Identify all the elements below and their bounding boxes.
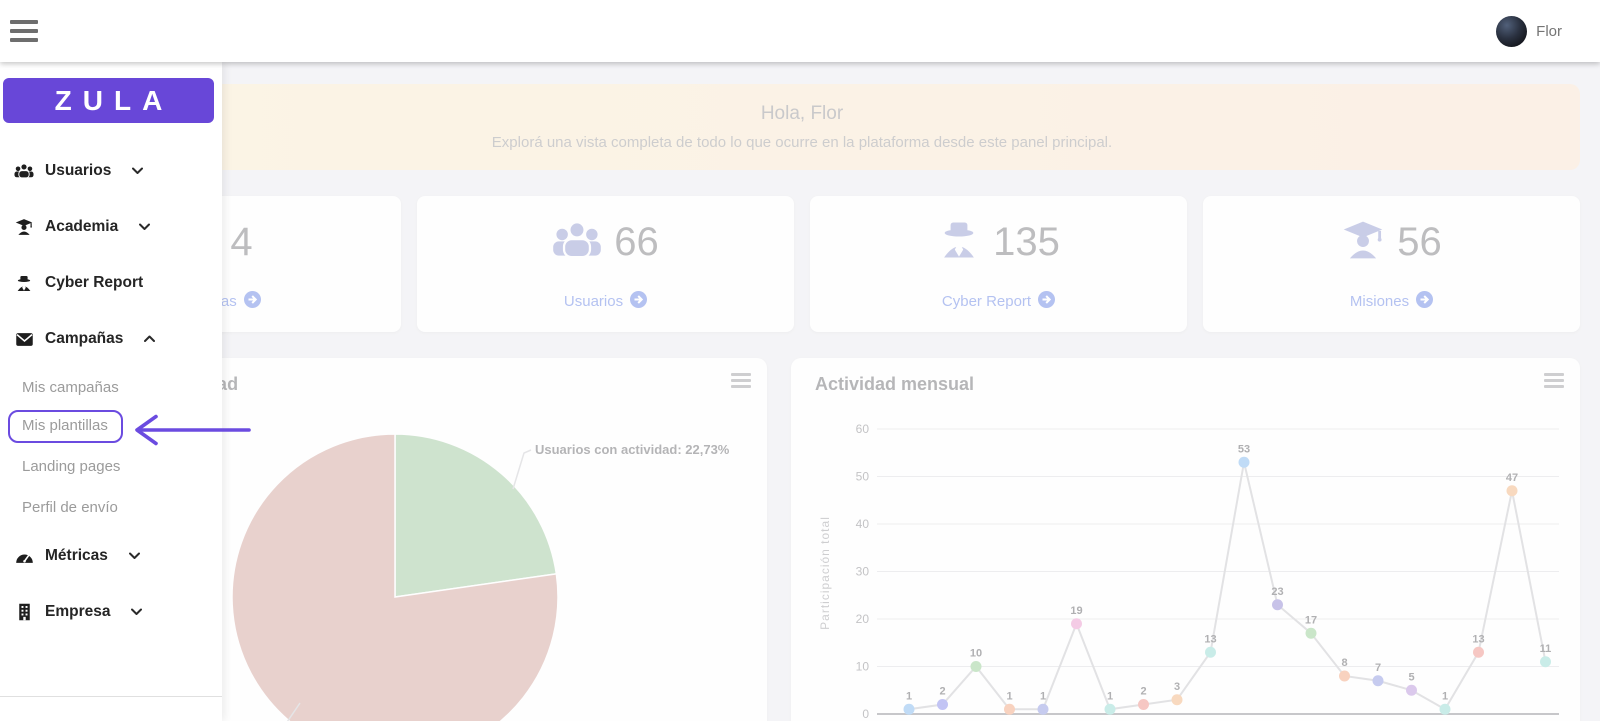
sidebar-item-campanas[interactable]: Campañas (0, 311, 222, 367)
sidebar-item-empresa[interactable]: Empresa (0, 584, 222, 640)
sidebar-item-label: Empresa (45, 603, 111, 620)
spy-icon (14, 274, 34, 293)
campaigns-submenu: Mis campañas Mis plantillas Landing page… (0, 367, 222, 528)
envelope-icon (14, 332, 34, 347)
sidebar-item-landing-pages[interactable]: Landing pages (0, 446, 222, 487)
app-topbar: Flor (0, 0, 1600, 62)
sidebar-drawer: ZULA Usuarios Academia (0, 62, 222, 721)
sidebar-item-metricas[interactable]: Métricas (0, 528, 222, 584)
building-icon (14, 603, 34, 621)
sidebar-item-academia[interactable]: Academia (0, 199, 222, 255)
sidebar-item-label: Mis campañas (22, 379, 119, 396)
drawer-backdrop[interactable] (0, 62, 1600, 721)
sidebar-item-label: Mis plantillas (22, 417, 108, 434)
chevron-down-icon (132, 167, 144, 175)
sidebar-item-label: Academia (45, 218, 119, 235)
sidebar-item-label: Campañas (45, 330, 124, 347)
zula-logo: ZULA (3, 78, 214, 123)
graduate-icon (14, 218, 34, 236)
sidebar-item-label: Perfil de envío (22, 499, 118, 516)
sidebar-item-cyber-report[interactable]: Cyber Report (0, 255, 222, 311)
chevron-up-icon (144, 335, 156, 343)
sidebar-item-label: Landing pages (22, 458, 121, 475)
chevron-down-icon (131, 608, 143, 616)
annotation-highlight-box: Mis plantillas (8, 410, 123, 443)
user-menu[interactable]: Flor (1496, 15, 1562, 47)
sidebar-item-mis-plantillas[interactable]: Mis plantillas (8, 410, 222, 443)
sidebar-item-usuarios[interactable]: Usuarios (0, 143, 222, 199)
chevron-down-icon (128, 552, 140, 560)
users-icon (14, 163, 34, 179)
sidebar-item-label: Cyber Report (45, 274, 144, 291)
sidebar-divider (0, 696, 222, 697)
sidebar-nav: Usuarios Academia Cyber Report (0, 143, 222, 640)
annotation-arrow-left (135, 414, 251, 446)
chevron-down-icon (139, 223, 151, 231)
sidebar-item-label: Usuarios (45, 162, 112, 179)
gauge-icon (14, 549, 34, 564)
user-name: Flor (1536, 22, 1562, 40)
logo-text: ZULA (54, 84, 174, 116)
sidebar-item-mis-campanas[interactable]: Mis campañas (0, 367, 222, 408)
sidebar-item-perfil-de-envio[interactable]: Perfil de envío (0, 487, 222, 528)
avatar (1496, 15, 1528, 47)
sidebar-item-label: Métricas (45, 547, 108, 564)
hamburger-menu-icon[interactable] (10, 20, 38, 42)
